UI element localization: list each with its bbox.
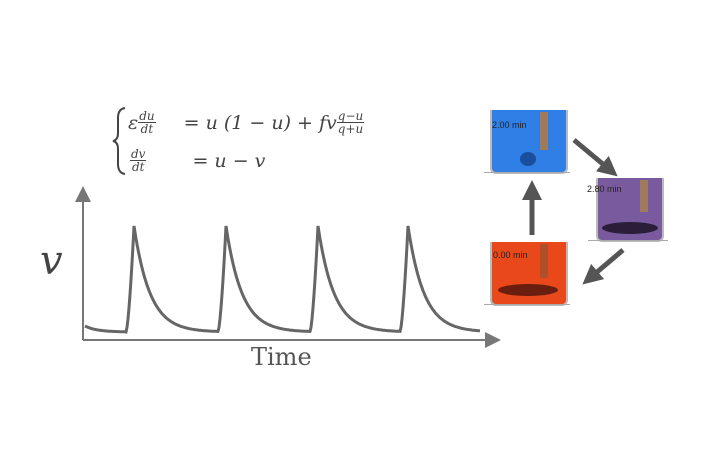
equation-rhs-1: = u (1 − u) + fv: [183, 111, 337, 134]
beaker-time-label: 2.80 min: [587, 184, 622, 194]
equation-row-2: dv dt = u − v: [130, 148, 265, 173]
beaker-time-label: 2.00 min: [492, 120, 527, 130]
beaker-red: [490, 242, 568, 306]
equation-brace: [112, 107, 126, 175]
beaker-blue: [490, 110, 568, 174]
shelf: [484, 172, 570, 173]
y-axis-label: v: [40, 238, 63, 284]
equation-rhs-2: = u − v: [192, 149, 266, 172]
beaker-purple: [596, 178, 664, 242]
electrode: [640, 180, 648, 212]
stir-bar: [520, 152, 536, 166]
x-axis-label: Time: [251, 343, 312, 371]
arrow-blue-to-purple: [572, 138, 618, 177]
du-dt-fraction: du dt: [138, 109, 156, 136]
stir-bar: [602, 222, 658, 234]
equation-row-1: ε du dt = u (1 − u) + fv q−u q+u: [128, 109, 365, 136]
oscillation-curve: [84, 225, 481, 334]
beaker-time-label: 0.00 min: [493, 250, 528, 260]
epsilon: ε: [128, 111, 139, 134]
stir-bar: [498, 284, 558, 296]
dv-dt-fraction: dv dt: [130, 147, 147, 174]
q-fraction: q−u q+u: [336, 109, 365, 136]
electrode: [540, 244, 548, 278]
shelf: [484, 304, 570, 305]
arrow-purple-to-red: [582, 248, 625, 285]
shelf: [588, 240, 668, 241]
electrode: [540, 112, 548, 150]
